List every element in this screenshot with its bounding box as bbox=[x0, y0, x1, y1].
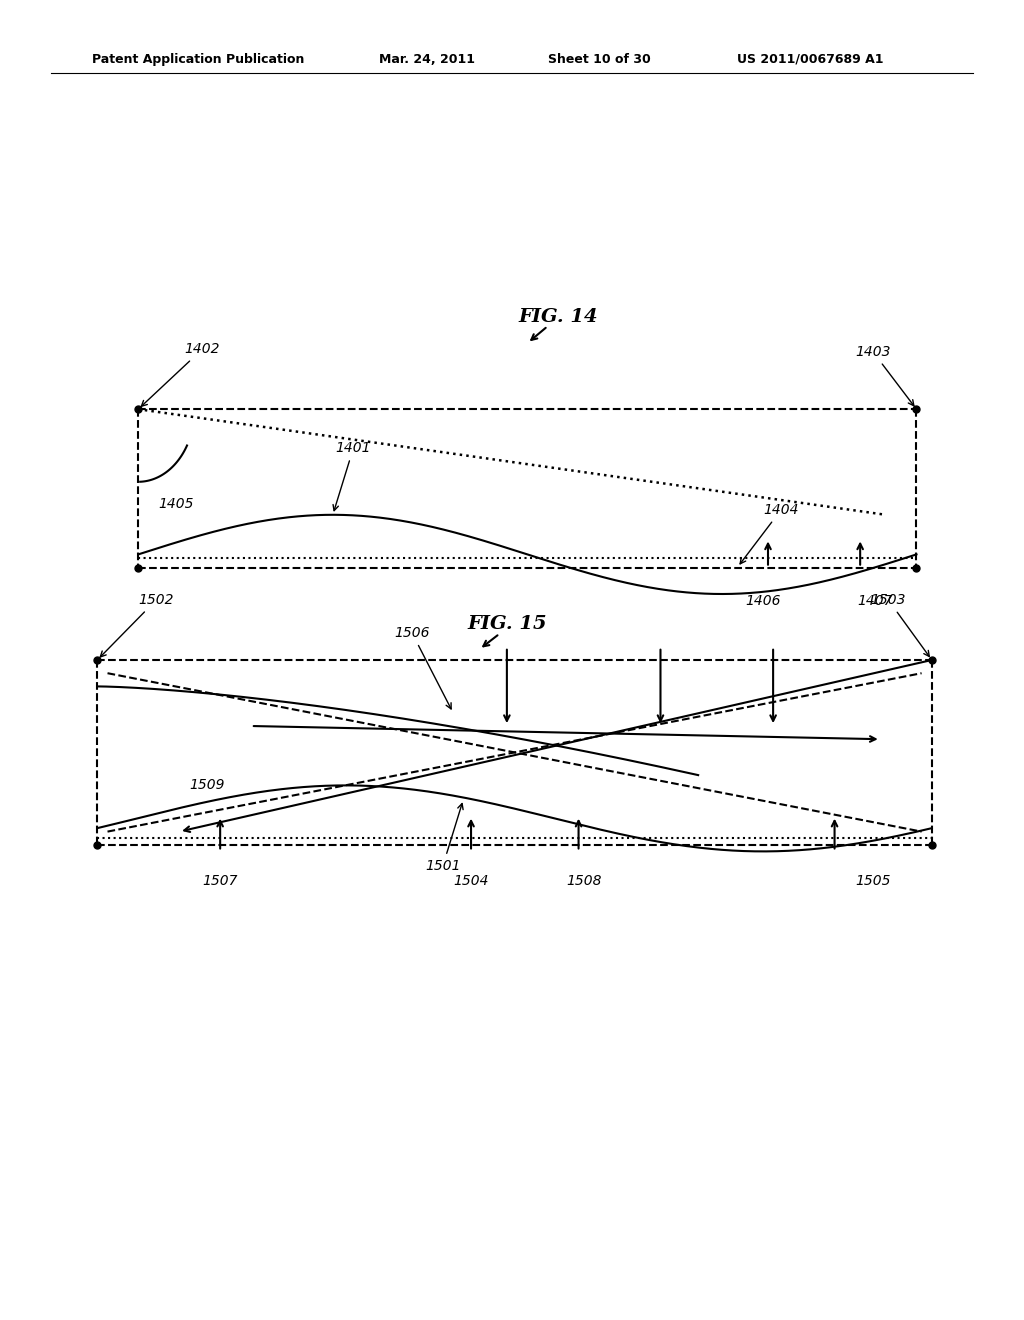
Text: 1504: 1504 bbox=[454, 874, 488, 888]
Text: 1507: 1507 bbox=[203, 874, 238, 888]
Text: US 2011/0067689 A1: US 2011/0067689 A1 bbox=[737, 53, 884, 66]
Text: Patent Application Publication: Patent Application Publication bbox=[92, 53, 304, 66]
Text: 1503: 1503 bbox=[870, 593, 930, 656]
Text: FIG. 15: FIG. 15 bbox=[467, 615, 547, 634]
Text: 1402: 1402 bbox=[141, 342, 220, 407]
Text: 1405: 1405 bbox=[159, 498, 195, 511]
Text: 1502: 1502 bbox=[100, 593, 174, 657]
Text: 1509: 1509 bbox=[189, 779, 225, 792]
Text: Sheet 10 of 30: Sheet 10 of 30 bbox=[548, 53, 650, 66]
Text: 1407: 1407 bbox=[858, 594, 893, 609]
Text: Mar. 24, 2011: Mar. 24, 2011 bbox=[379, 53, 475, 66]
Text: 1508: 1508 bbox=[566, 874, 601, 888]
Text: 1401: 1401 bbox=[333, 441, 371, 511]
Text: FIG. 14: FIG. 14 bbox=[518, 308, 598, 326]
Text: 1501: 1501 bbox=[425, 804, 463, 873]
Text: 1406: 1406 bbox=[745, 594, 780, 609]
Text: 1403: 1403 bbox=[855, 345, 913, 405]
Text: 1404: 1404 bbox=[740, 503, 799, 564]
Text: 1505: 1505 bbox=[855, 874, 891, 888]
Text: 1506: 1506 bbox=[394, 626, 452, 709]
